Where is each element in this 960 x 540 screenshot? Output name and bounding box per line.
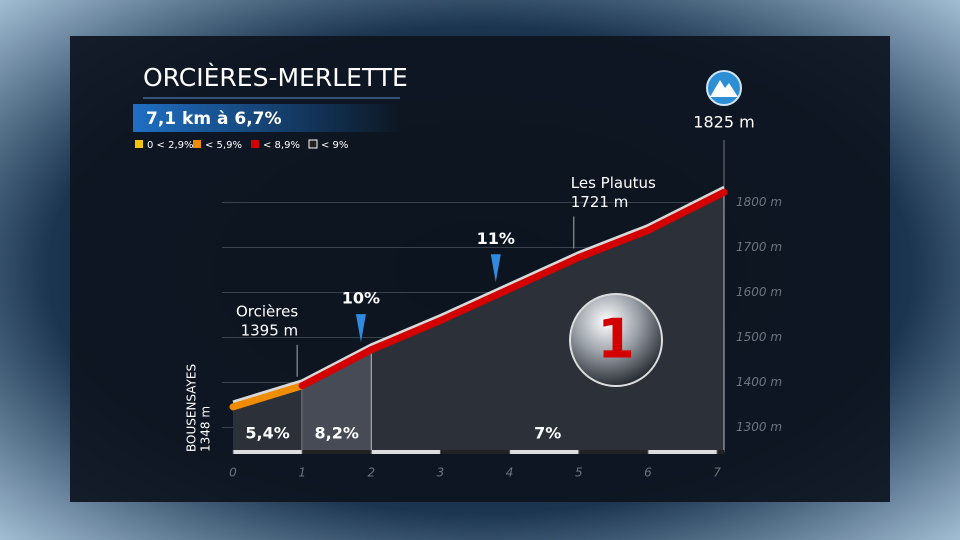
legend-swatch <box>135 140 143 148</box>
legend-swatch <box>308 139 318 149</box>
y-tick-label: 1400 m <box>736 375 782 389</box>
start-altitude: 1348 m <box>199 406 213 452</box>
stage-badge: 1 <box>569 293 663 387</box>
annotation-name: Les Plautus <box>571 174 656 192</box>
steep-marker <box>355 314 366 343</box>
profile-segment <box>298 346 375 390</box>
subtitle-bar <box>133 104 403 132</box>
profile-segment <box>575 227 652 261</box>
baseline-band <box>440 450 510 454</box>
legend-label: < 9% <box>321 140 348 151</box>
profile-highlight <box>232 185 725 404</box>
steep-marker <box>490 254 501 283</box>
baseline-band <box>647 450 718 454</box>
annotation-altitude: 1721 m <box>571 193 629 211</box>
x-tick-label: 3 <box>437 466 445 480</box>
x-tick-label: 2 <box>367 466 375 480</box>
subtitle: 7,1 km à 6,7% <box>146 109 282 129</box>
steep-label: 10% <box>342 289 380 308</box>
baseline-band <box>371 450 441 454</box>
x-tick-label: 6 <box>644 466 652 480</box>
y-tick-label: 1700 m <box>736 240 782 254</box>
chart-title: ORCIÈRES-MERLETTE <box>143 63 408 92</box>
x-tick-label: 4 <box>506 466 514 480</box>
profile-segment <box>367 317 444 354</box>
x-tick-label: 0 <box>229 466 237 480</box>
y-tick-label: 1600 m <box>736 285 782 299</box>
summit-icon <box>706 70 742 106</box>
baseline-band <box>509 450 579 454</box>
baseline-band <box>578 450 648 454</box>
baseline-band <box>302 450 372 454</box>
legend-swatch <box>193 140 201 148</box>
legend-swatch <box>251 140 259 148</box>
y-tick-label: 1800 m <box>736 195 782 209</box>
gradient-label: 8,2% <box>315 424 359 443</box>
x-tick-label: 1 <box>298 466 306 480</box>
steep-label: 11% <box>477 229 515 248</box>
gradient-label: 5,4% <box>245 424 289 443</box>
profile-segment <box>229 382 306 411</box>
summit-label: 1825 m <box>693 113 754 132</box>
baseline-band <box>717 450 724 454</box>
x-tick-label: 7 <box>713 466 721 480</box>
legend-label: 0 < 2,9% <box>147 140 194 151</box>
profile-segment <box>644 188 728 234</box>
stage-number: 1 <box>597 308 635 371</box>
legend-label: < 5,9% <box>205 140 242 151</box>
x-tick-label: 5 <box>575 466 583 480</box>
baseline-band <box>233 450 303 454</box>
y-tick-label: 1500 m <box>736 330 782 344</box>
profile-segment <box>506 254 583 293</box>
y-tick-label: 1300 m <box>736 420 782 434</box>
gradient-label: 7% <box>534 424 561 443</box>
profile-segment <box>436 285 514 324</box>
legend-label: < 8,9% <box>263 140 300 151</box>
annotation-altitude: 1395 m <box>241 321 299 339</box>
steep-section <box>302 348 372 450</box>
annotation-name: Orcières <box>236 302 298 320</box>
start-name: BOUSENSAYES <box>185 364 199 452</box>
